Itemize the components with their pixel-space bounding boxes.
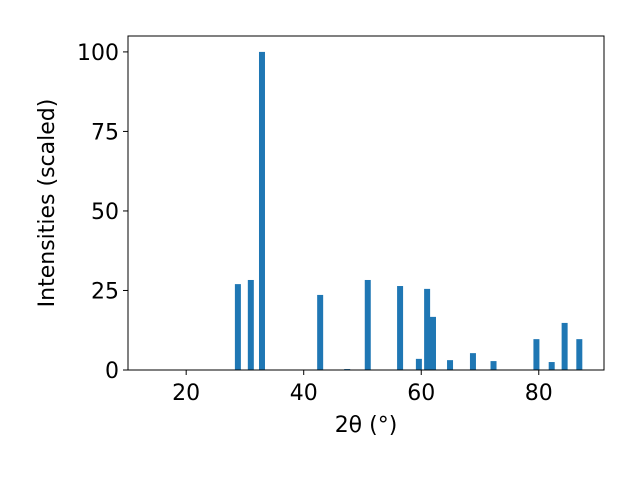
bar — [469, 353, 476, 370]
y-tick-label: 75 — [91, 120, 119, 145]
y-tick-label: 50 — [91, 200, 119, 225]
y-tick-label: 0 — [105, 359, 119, 384]
bar — [548, 362, 555, 370]
bar — [317, 294, 324, 370]
bar — [415, 358, 422, 370]
bar — [424, 288, 431, 370]
bar — [397, 286, 404, 370]
bar — [490, 361, 497, 370]
x-tick-label: 40 — [290, 381, 318, 406]
x-tick-label: 80 — [525, 381, 553, 406]
y-axis-label: Intensities (scaled) — [35, 99, 60, 308]
bar — [247, 279, 254, 370]
x-axis-label: 2θ (°) — [335, 413, 398, 438]
plot-frame — [127, 35, 605, 371]
bar — [429, 316, 436, 370]
bar — [258, 51, 265, 371]
y-tick-label: 100 — [77, 41, 119, 66]
bar — [561, 322, 568, 370]
bar — [447, 360, 454, 370]
bar — [576, 339, 583, 370]
bar — [364, 279, 371, 370]
x-tick-label: 60 — [407, 381, 435, 406]
y-tick-label: 25 — [91, 279, 119, 304]
x-tick-label: 20 — [172, 381, 200, 406]
bar — [533, 339, 540, 370]
bar — [234, 284, 241, 370]
